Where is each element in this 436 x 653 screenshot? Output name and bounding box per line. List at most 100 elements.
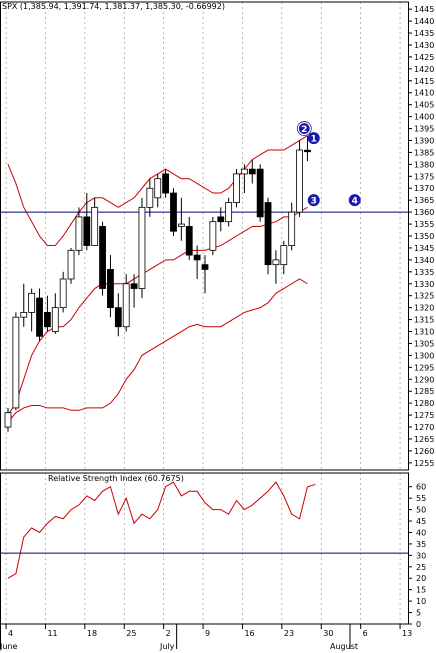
rsi-y-tick-label: 60	[416, 483, 426, 492]
rsi-y-tick-label: 0	[416, 620, 421, 629]
y-tick-label: 1405	[414, 101, 434, 110]
rsi-y-tick-label: 45	[416, 517, 426, 526]
y-tick-label: 1370	[414, 184, 434, 193]
candle-up	[67, 249, 75, 280]
rsi-frame	[0, 472, 409, 625]
candle-down	[304, 149, 311, 153]
y-tick-label: 1320	[414, 304, 434, 313]
candle-up	[28, 292, 36, 313]
y-tick-label: 1375	[414, 172, 434, 181]
candle-up	[75, 216, 83, 251]
y-tick-label: 1430	[414, 41, 434, 50]
annotation-marker	[348, 194, 361, 207]
price-frame	[0, 1, 409, 471]
rsi-line	[7, 481, 316, 579]
month-label: August	[330, 642, 358, 651]
x-tick-label: 4	[8, 629, 13, 638]
candle-up	[59, 278, 67, 309]
candle-down	[99, 226, 106, 289]
rsi-y-tick-label: 30	[416, 551, 426, 560]
rsi-y-tick-label: 40	[416, 528, 426, 537]
price-panel: 12 3 4	[0, 121, 408, 432]
rsi-y-tick-label: 5	[416, 609, 421, 618]
y-tick-label: 1390	[414, 136, 434, 145]
x-tick-label: 11	[47, 629, 57, 638]
y-tick-label: 1325	[414, 292, 434, 301]
grid-lines	[5, 2, 401, 624]
candle-down	[130, 283, 138, 289]
y-tick-label: 1440	[414, 17, 434, 26]
y-tick-label: 1445	[414, 5, 434, 14]
candle-down	[185, 226, 193, 256]
x-tick-label: 23	[284, 629, 294, 638]
candle-up	[233, 173, 240, 203]
candle-up	[209, 221, 217, 251]
candle-down	[170, 192, 177, 232]
annotation-label: 4	[352, 196, 358, 206]
y-tick-label: 1345	[414, 244, 434, 253]
x-tick-label: 2	[166, 629, 171, 638]
x-tick-label: 6	[363, 629, 368, 638]
rsi-y-tick-label: 20	[416, 574, 426, 583]
y-tick-label: 1275	[414, 411, 434, 420]
candle-up	[296, 149, 303, 213]
candle-up	[272, 259, 280, 266]
rsi-y-tick-label: 50	[416, 506, 426, 515]
y-tick-label: 1300	[414, 351, 434, 360]
candle-up	[4, 412, 12, 428]
annotation-label: 1	[311, 134, 317, 144]
x-tick-label: 25	[126, 629, 136, 638]
y-tick-label: 1270	[414, 423, 434, 432]
y-tick-label: 1395	[414, 125, 434, 134]
candle-up	[51, 307, 59, 332]
candle-up	[122, 283, 130, 328]
candle-down	[193, 254, 201, 261]
rsi-y-tick-label: 35	[416, 540, 426, 549]
bollinger-lower	[7, 278, 308, 423]
rsi-panel	[0, 481, 408, 579]
y-tick-label: 1355	[414, 220, 434, 229]
y-tick-label: 1340	[414, 256, 434, 265]
rsi-y-tick-label: 55	[416, 494, 426, 503]
y-tick-label: 1310	[414, 328, 434, 337]
x-tick-label: 30	[323, 629, 333, 638]
candle-up	[177, 223, 185, 227]
price-title: SPX (1,385.94, 1,391.74, 1,381.37, 1,385…	[2, 2, 225, 11]
candle-down	[201, 264, 209, 270]
y-tick-label: 1255	[414, 459, 434, 468]
candle-up	[240, 168, 248, 175]
candle-down	[36, 297, 43, 337]
annotation-marker	[297, 121, 311, 136]
candle-up	[138, 206, 146, 289]
candle-down	[83, 216, 91, 246]
y-tick-label: 1295	[414, 363, 434, 372]
candle-up	[225, 202, 233, 223]
x-tick-label: 18	[87, 629, 97, 638]
annotation-ring	[296, 121, 312, 136]
y-tick-label: 1410	[414, 89, 434, 98]
rsi-title: Relative Strength Index (60.7675)	[48, 474, 184, 483]
x-tick-label: 16	[244, 629, 254, 638]
y-tick-label: 1315	[414, 316, 434, 325]
candle-up	[20, 312, 28, 318]
annotation-label: 2	[301, 125, 307, 135]
y-tick-label: 1380	[414, 160, 434, 169]
candle-down	[264, 202, 272, 266]
candle-down	[107, 269, 114, 309]
y-tick-label: 1365	[414, 196, 434, 205]
y-tick-label: 1265	[414, 435, 434, 444]
y-tick-label: 1350	[414, 232, 434, 241]
y-tick-label: 1385	[414, 148, 434, 157]
candle-up	[280, 245, 288, 266]
month-label: June	[0, 642, 18, 651]
y-tick-label: 1335	[414, 268, 434, 277]
x-tick-label: 13	[402, 629, 412, 638]
rsi-y-tick-label: 25	[416, 563, 426, 572]
x-tick-label: 9	[205, 629, 210, 638]
candle-up	[146, 187, 154, 208]
y-tick-label: 1330	[414, 280, 434, 289]
month-label: July	[159, 642, 175, 651]
y-tick-label: 1435	[414, 29, 434, 38]
